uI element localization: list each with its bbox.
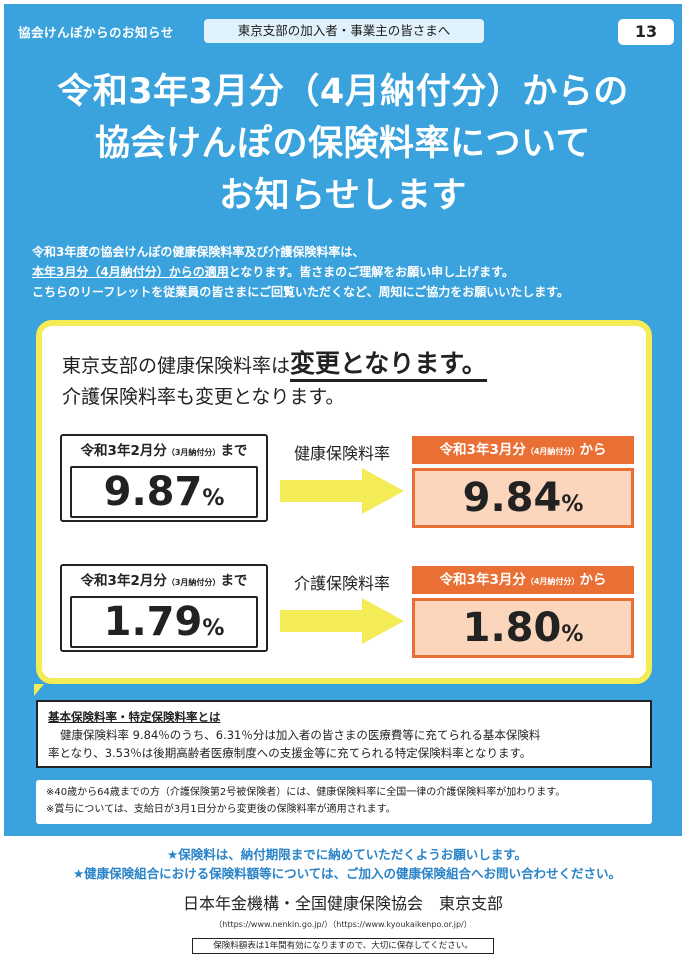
caption-main: 令和3年2月分 [80, 573, 167, 589]
caption-main: 令和3年2月分 [80, 443, 167, 459]
right-arrow-icon [280, 598, 404, 644]
new-health-rate-value: 9.84% [412, 468, 634, 528]
care-rate-label: 介護保険料率 [293, 574, 390, 593]
new-health-rate-box: 令和3年3月分（4月納付分）から 9.84% [412, 436, 634, 528]
definition-line-2: 率となり、3.53％は後期高齢者医療制度への支援金等に充てられる特定保険料率とな… [48, 746, 532, 760]
rate-number: 9.84 [462, 475, 562, 521]
definition-title: 基本保険料率・特定保険料率とは [48, 710, 221, 724]
title-line-2: 協会けんぽの保険料率について [95, 124, 591, 164]
definition-line-1: 健康保険料率 9.84％のうち、6.31％分は加入者の皆さまの医療費等に充てられ… [60, 728, 541, 742]
rate-number: 1.79 [103, 599, 203, 645]
note-line-2: ※賞与については、支給日が3月1日分から変更後の保険料率が適用されます。 [46, 804, 396, 815]
old-health-rate-value: 9.87% [70, 466, 258, 518]
speech-tail [34, 684, 44, 696]
heading-prefix: 東京支部の健康保険料率は [62, 355, 291, 377]
note-line-1: ※40歳から64歳までの方（介護保険第2号被保険者）には、健康保険料率に全国一律… [46, 787, 566, 798]
keep-note: 保険料額表は1年間有効になりますので、大切に保存してください。 [192, 938, 494, 954]
rate-unit: % [561, 492, 584, 517]
caption-small: （3月納付分） [166, 578, 221, 587]
title-line-1: 令和3年3月分（4月納付分）からの [57, 72, 629, 112]
issuer-urls: （https://www.nenkin.go.jp/）（https://www.… [214, 920, 472, 929]
rate-number: 1.80 [462, 605, 562, 651]
top-bar: 協会けんぽからのお知らせ 東京支部の加入者・事業主の皆さまへ 13 [4, 4, 682, 56]
new-care-rate-caption: 令和3年3月分（4月納付分）から [412, 566, 634, 594]
rate-change-box: 東京支部の健康保険料率は変更となります。 介護保険料率も変更となります。 令和3… [36, 320, 652, 684]
audience-pill: 東京支部の加入者・事業主の皆さまへ [204, 19, 484, 43]
definition-box: 基本保険料率・特定保険料率とは 健康保険料率 9.84％のうち、6.31％分は加… [36, 700, 652, 768]
caption-suffix: から [579, 572, 607, 588]
caption-suffix: から [579, 442, 607, 458]
publisher-label: 協会けんぽからのお知らせ [18, 25, 174, 40]
bottom-notice-band: ★保険料は、納付期限までに納めていただくようお願いします。 ★健康保険組合におけ… [4, 836, 682, 886]
union-notice: ★健康保険組合における保険料額等については、ご加入の健康保険組合へお問い合わせく… [72, 866, 622, 881]
intro-text: 令和3年度の協会けんぽの健康保険料率及び介護保険料率は、 本年3月分（4月納付分… [32, 242, 672, 302]
health-rate-change-heading: 東京支部の健康保険料率は変更となります。 [62, 344, 487, 382]
title-line-3: お知らせします [219, 176, 467, 216]
notes-box: ※40歳から64歳までの方（介護保険第2号被保険者）には、健康保険料率に全国一律… [36, 780, 652, 824]
old-health-rate-box: 令和3年2月分（3月納付分）まで 9.87% [60, 434, 268, 522]
intro-underlined-text: 本年3月分（4月納付分）からの適用 [32, 265, 229, 279]
old-health-rate-caption: 令和3年2月分（3月納付分）まで [62, 436, 266, 466]
heading-emphasis: 変更となります。 [290, 349, 487, 382]
intro-line-2-rest: となります。皆さまのご理解をお願い申し上げます。 [228, 265, 514, 279]
rate-number: 9.87 [103, 469, 203, 515]
right-arrow-icon [280, 468, 404, 514]
intro-line-3: こちらのリーフレットを従業員の皆さまにご回覧いただくなど、周知にご協力をお願いい… [32, 285, 570, 299]
care-rate-change-heading: 介護保険料率も変更となります。 [62, 386, 345, 408]
new-health-rate-caption: 令和3年3月分（4月納付分）から [412, 436, 634, 464]
rate-unit: % [561, 622, 584, 647]
issuer-signature: 日本年金機構・全国健康保険協会 東京支部 [182, 894, 503, 913]
caption-small: （4月納付分） [525, 447, 580, 456]
payment-notice: ★保険料は、納付期限までに納めていただくようお願いします。 [167, 847, 527, 862]
old-care-rate-box: 令和3年2月分（3月納付分）まで 1.79% [60, 564, 268, 652]
caption-main: 令和3年3月分 [439, 442, 526, 458]
page-title: 令和3年3月分（4月納付分）からの 協会けんぽの保険料率について お知らせします [4, 66, 682, 222]
health-rate-label: 健康保険料率 [293, 444, 390, 463]
caption-main: 令和3年3月分 [439, 572, 526, 588]
new-care-rate-value: 1.80% [412, 598, 634, 658]
caption-suffix: まで [220, 573, 248, 589]
new-care-rate-box: 令和3年3月分（4月納付分）から 1.80% [412, 566, 634, 658]
intro-line-1: 令和3年度の協会けんぽの健康保険料率及び介護保険料率は、 [32, 245, 365, 259]
rate-unit: % [202, 616, 225, 641]
rate-unit: % [202, 486, 225, 511]
caption-suffix: まで [220, 443, 248, 459]
caption-small: （3月納付分） [166, 448, 221, 457]
old-care-rate-caption: 令和3年2月分（3月納付分）まで [62, 566, 266, 596]
old-care-rate-value: 1.79% [70, 596, 258, 648]
intro-line-2: 本年3月分（4月納付分）からの適用となります。皆さまのご理解をお願い申し上げます… [32, 262, 672, 282]
page-number: 13 [618, 19, 674, 45]
caption-small: （4月納付分） [525, 577, 580, 586]
